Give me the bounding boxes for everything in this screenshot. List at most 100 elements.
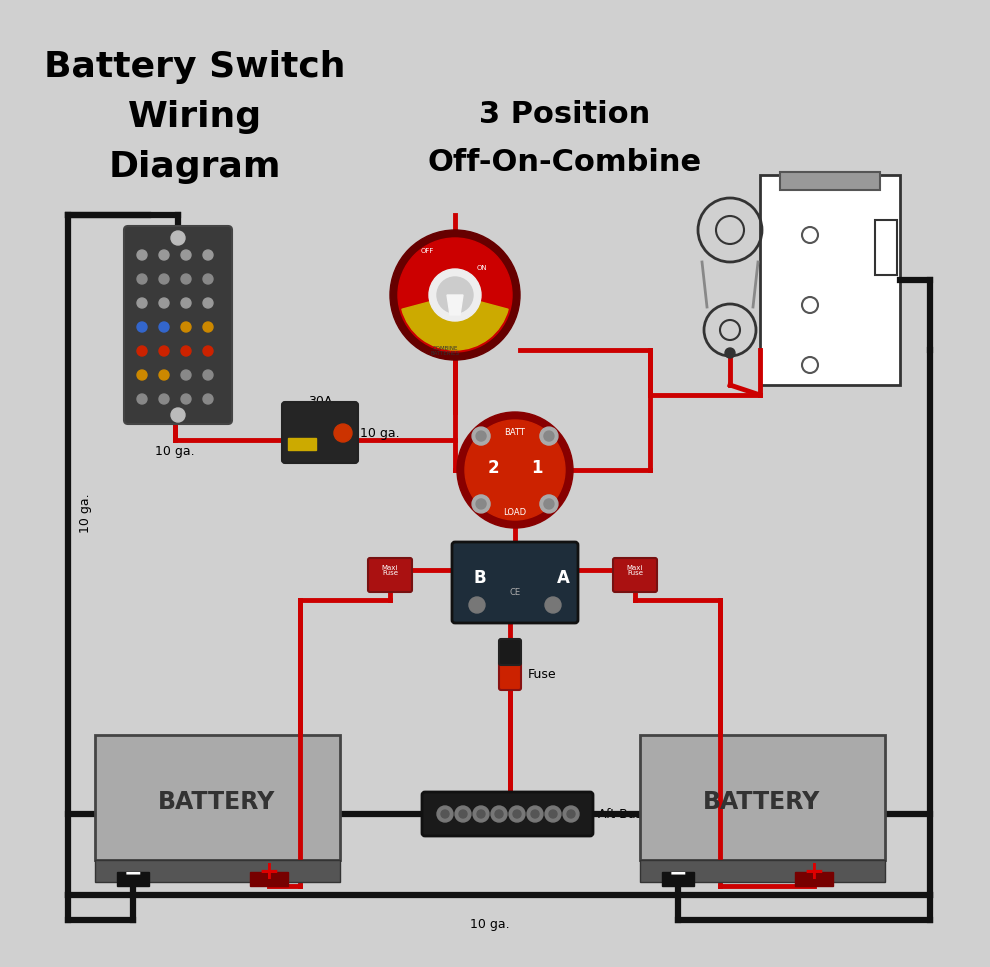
Circle shape (203, 346, 213, 356)
Circle shape (476, 499, 486, 509)
Circle shape (725, 348, 735, 358)
Circle shape (544, 431, 554, 441)
Circle shape (495, 810, 503, 818)
Circle shape (159, 394, 169, 404)
Circle shape (181, 274, 191, 284)
Bar (640, 860, 885, 882)
Circle shape (459, 810, 467, 818)
Circle shape (159, 274, 169, 284)
Text: CE: CE (510, 588, 521, 597)
Circle shape (563, 806, 579, 822)
Circle shape (540, 495, 558, 513)
Text: +: + (258, 860, 279, 884)
Text: 10 ga.: 10 ga. (470, 918, 510, 931)
Circle shape (509, 806, 525, 822)
Circle shape (567, 810, 575, 818)
Bar (795, 872, 833, 886)
Text: 2: 2 (487, 459, 499, 477)
Circle shape (429, 269, 481, 321)
Circle shape (203, 394, 213, 404)
FancyBboxPatch shape (452, 542, 578, 623)
Circle shape (159, 346, 169, 356)
Text: Aft Bus Bar: Aft Bus Bar (598, 807, 667, 821)
FancyBboxPatch shape (282, 402, 358, 463)
Circle shape (137, 250, 147, 260)
Circle shape (473, 806, 489, 822)
Circle shape (137, 298, 147, 308)
Circle shape (540, 427, 558, 445)
Text: Wiring: Wiring (128, 100, 262, 134)
Text: B: B (473, 569, 486, 587)
Circle shape (390, 230, 520, 360)
Text: BATTERY: BATTERY (158, 790, 275, 814)
Text: −: − (668, 863, 687, 883)
Circle shape (137, 394, 147, 404)
Text: BATTERY: BATTERY (703, 790, 821, 814)
Text: Diagram: Diagram (109, 150, 281, 184)
FancyBboxPatch shape (499, 639, 521, 665)
Circle shape (171, 408, 185, 422)
Circle shape (181, 394, 191, 404)
Circle shape (457, 412, 573, 528)
Circle shape (437, 806, 453, 822)
Circle shape (531, 810, 539, 818)
Bar (640, 735, 885, 860)
FancyBboxPatch shape (422, 792, 593, 836)
Bar (760, 175, 900, 385)
Circle shape (137, 370, 147, 380)
Bar (875, 220, 897, 275)
FancyBboxPatch shape (499, 661, 521, 690)
Circle shape (472, 495, 490, 513)
Text: LOAD: LOAD (504, 508, 527, 517)
Circle shape (472, 427, 490, 445)
Text: OFF: OFF (421, 248, 434, 254)
Circle shape (455, 806, 471, 822)
Circle shape (469, 597, 485, 613)
Circle shape (476, 431, 486, 441)
Circle shape (398, 238, 512, 352)
Text: −: − (124, 863, 143, 883)
Circle shape (137, 322, 147, 332)
Circle shape (437, 277, 473, 313)
Text: BATT: BATT (505, 428, 526, 437)
FancyBboxPatch shape (368, 558, 412, 592)
FancyBboxPatch shape (613, 558, 657, 592)
Circle shape (545, 806, 561, 822)
Text: Maxi
Fuse: Maxi Fuse (382, 565, 398, 576)
Text: Maxi
Fuse: Maxi Fuse (627, 565, 644, 576)
Bar (250, 872, 288, 886)
Circle shape (441, 810, 449, 818)
Circle shape (159, 298, 169, 308)
Text: 10 ga.: 10 ga. (78, 493, 91, 533)
Circle shape (549, 810, 557, 818)
Circle shape (513, 810, 521, 818)
Circle shape (544, 499, 554, 509)
Text: Battery Switch: Battery Switch (45, 50, 346, 84)
Bar (288, 438, 316, 450)
Circle shape (491, 806, 507, 822)
Circle shape (465, 420, 565, 520)
Polygon shape (447, 295, 463, 315)
Bar (95, 860, 340, 882)
Circle shape (203, 298, 213, 308)
Circle shape (545, 597, 561, 613)
Circle shape (181, 298, 191, 308)
Text: A: A (557, 569, 570, 587)
Circle shape (477, 810, 485, 818)
Circle shape (203, 370, 213, 380)
Circle shape (334, 424, 352, 442)
Text: 3 Position: 3 Position (479, 100, 650, 129)
Text: +: + (804, 860, 825, 884)
Circle shape (137, 274, 147, 284)
Text: 10 ga.: 10 ga. (360, 426, 400, 439)
Circle shape (203, 250, 213, 260)
Wedge shape (402, 295, 508, 350)
Text: 10 ga.: 10 ga. (155, 445, 195, 458)
Circle shape (181, 250, 191, 260)
Circle shape (159, 370, 169, 380)
Circle shape (159, 250, 169, 260)
Circle shape (181, 322, 191, 332)
Circle shape (181, 370, 191, 380)
Circle shape (171, 231, 185, 245)
Circle shape (203, 322, 213, 332)
